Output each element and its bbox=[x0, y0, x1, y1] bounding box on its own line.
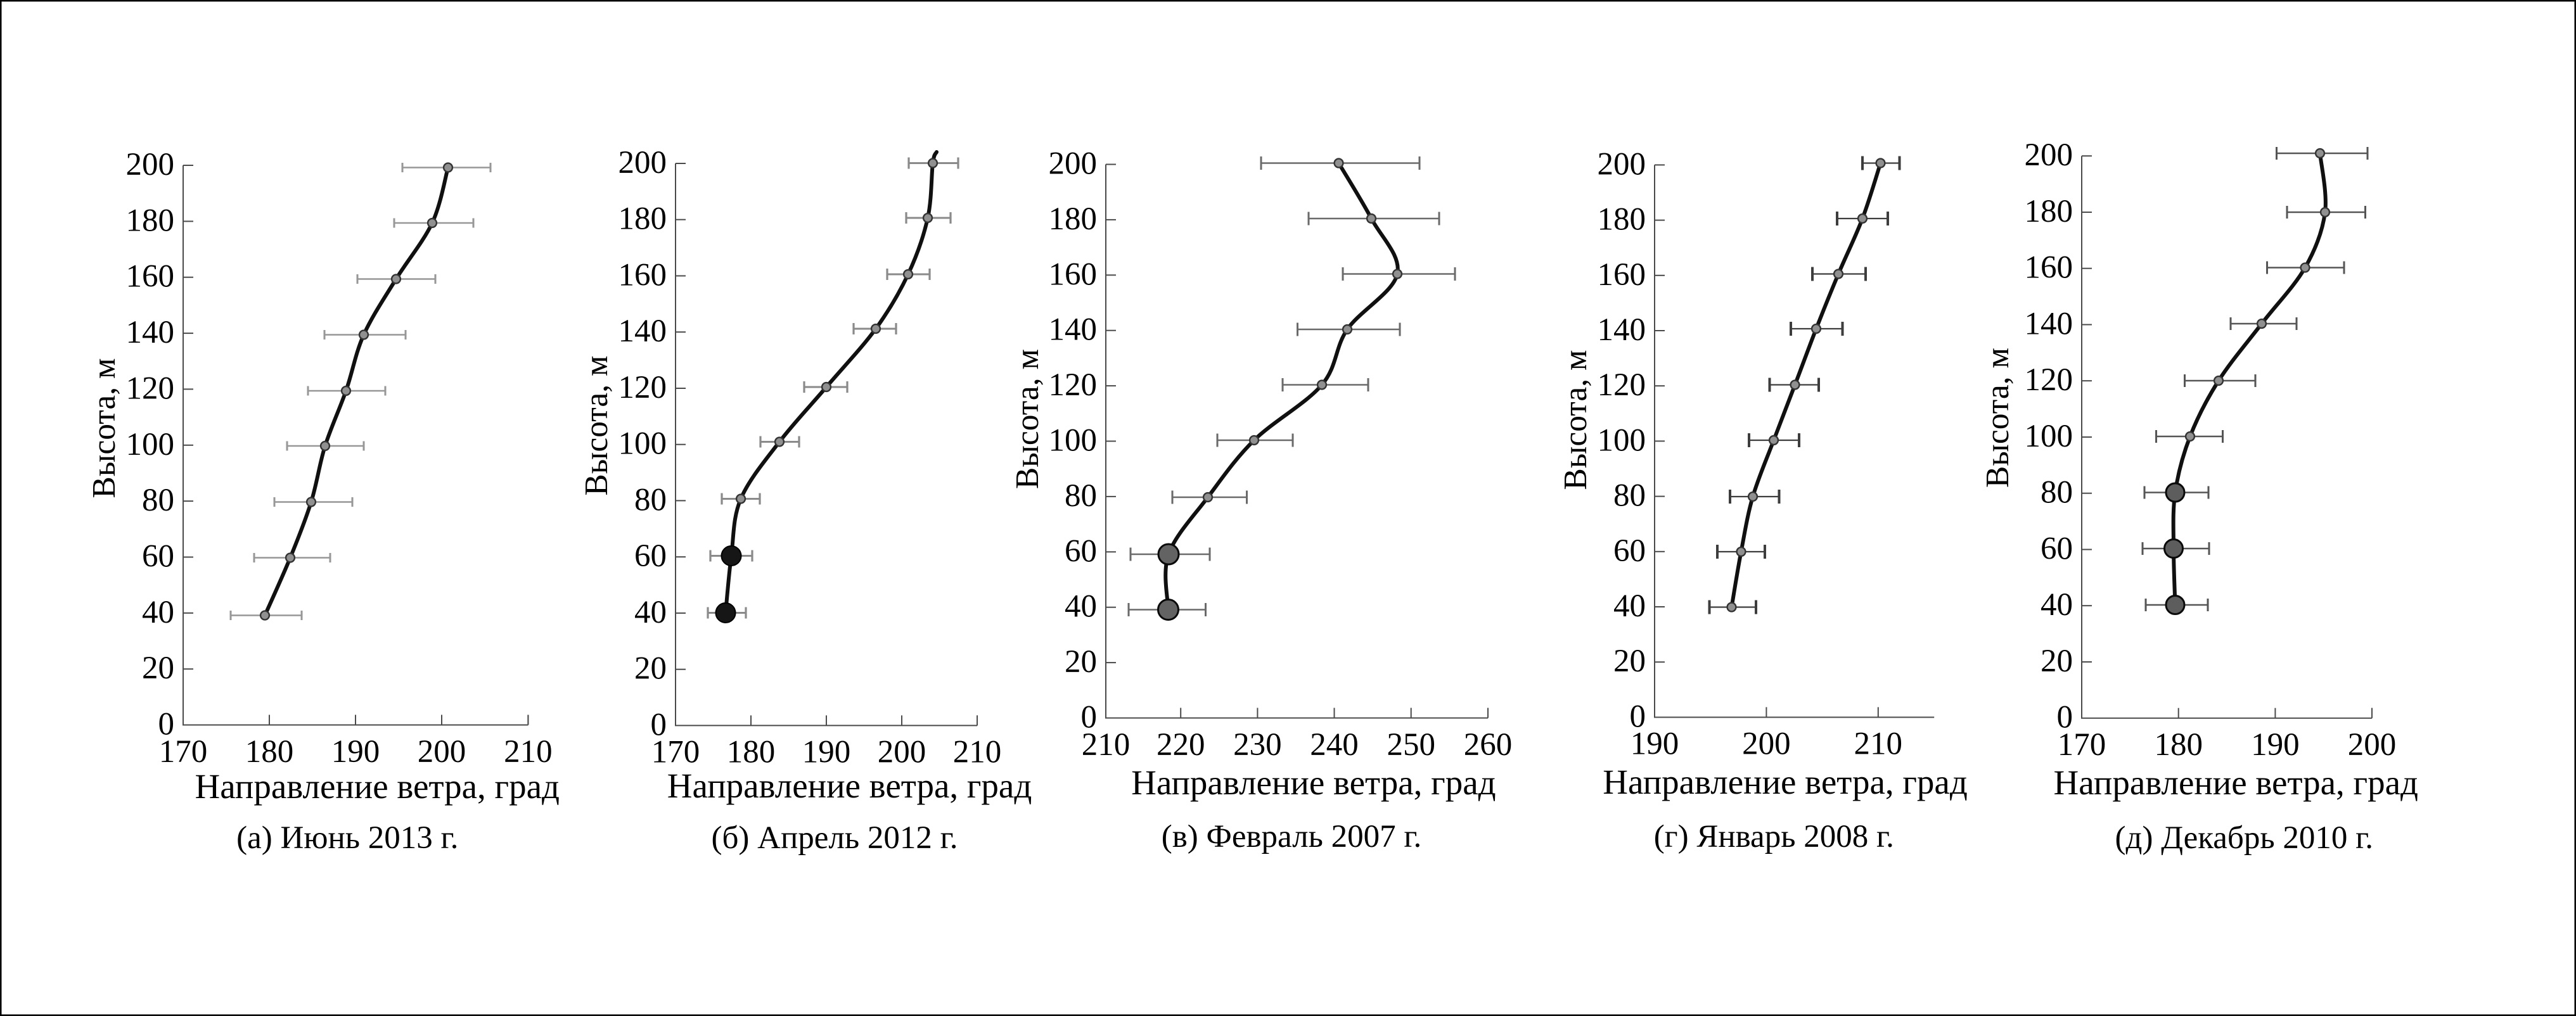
svg-text:100: 100 bbox=[618, 426, 667, 462]
svg-text:190: 190 bbox=[1631, 727, 1679, 762]
svg-text:140: 140 bbox=[618, 314, 667, 349]
svg-text:(г) Январь 2008 г.: (г) Январь 2008 г. bbox=[1654, 819, 1894, 854]
svg-text:250: 250 bbox=[1387, 727, 1435, 763]
svg-text:230: 230 bbox=[1233, 727, 1282, 763]
svg-text:160: 160 bbox=[2025, 250, 2073, 286]
svg-text:40: 40 bbox=[1613, 588, 1646, 624]
svg-text:180: 180 bbox=[727, 735, 776, 770]
svg-text:160: 160 bbox=[126, 259, 175, 295]
svg-text:Направление ветра, град: Направление ветра, град bbox=[195, 767, 560, 806]
svg-text:200: 200 bbox=[2025, 137, 2073, 173]
svg-text:Высота, м: Высота, м bbox=[1009, 349, 1046, 489]
svg-text:120: 120 bbox=[1049, 367, 1098, 403]
svg-text:240: 240 bbox=[1310, 727, 1359, 763]
svg-text:20: 20 bbox=[142, 651, 174, 686]
svg-text:60: 60 bbox=[142, 539, 174, 575]
svg-text:120: 120 bbox=[2025, 362, 2073, 398]
svg-text:0: 0 bbox=[1630, 699, 1646, 734]
svg-text:20: 20 bbox=[1613, 644, 1646, 679]
svg-text:180: 180 bbox=[2154, 727, 2203, 763]
svg-text:80: 80 bbox=[634, 482, 667, 518]
svg-text:40: 40 bbox=[634, 595, 667, 630]
svg-text:210: 210 bbox=[1854, 727, 1903, 762]
svg-text:0: 0 bbox=[158, 707, 175, 742]
svg-text:0: 0 bbox=[2057, 700, 2073, 735]
svg-text:200: 200 bbox=[1049, 146, 1098, 182]
svg-text:170: 170 bbox=[2058, 727, 2106, 763]
svg-text:170: 170 bbox=[651, 735, 700, 770]
svg-text:20: 20 bbox=[2041, 644, 2073, 679]
svg-text:140: 140 bbox=[2025, 307, 2073, 342]
svg-text:60: 60 bbox=[1065, 533, 1097, 569]
svg-text:200: 200 bbox=[618, 145, 667, 181]
svg-text:(в) Февраль 2007 г.: (в) Февраль 2007 г. bbox=[1162, 819, 1422, 854]
svg-text:100: 100 bbox=[126, 427, 175, 462]
svg-text:200: 200 bbox=[1742, 727, 1791, 762]
svg-text:Направление ветра, град: Направление ветра, град bbox=[1603, 763, 1968, 801]
svg-text:40: 40 bbox=[2041, 587, 2073, 623]
svg-text:120: 120 bbox=[126, 371, 175, 406]
svg-text:Направление ветра, град: Направление ветра, град bbox=[2054, 763, 2419, 802]
svg-text:220: 220 bbox=[1157, 727, 1205, 763]
svg-text:170: 170 bbox=[159, 734, 208, 770]
svg-text:80: 80 bbox=[142, 483, 174, 518]
svg-text:200: 200 bbox=[1598, 146, 1646, 182]
svg-text:100: 100 bbox=[2025, 419, 2073, 454]
svg-text:(б) Апрель 2012 г.: (б) Апрель 2012 г. bbox=[711, 820, 958, 856]
svg-text:210: 210 bbox=[953, 735, 1002, 770]
svg-text:60: 60 bbox=[2041, 531, 2073, 567]
svg-text:160: 160 bbox=[1598, 257, 1646, 293]
svg-text:180: 180 bbox=[245, 734, 294, 770]
svg-text:180: 180 bbox=[1598, 202, 1646, 238]
svg-text:120: 120 bbox=[618, 370, 667, 405]
svg-text:80: 80 bbox=[1065, 478, 1097, 514]
svg-text:20: 20 bbox=[634, 651, 667, 687]
svg-text:60: 60 bbox=[1613, 533, 1646, 569]
svg-text:160: 160 bbox=[1049, 257, 1098, 292]
svg-text:(д) Декабрь 2010 г.: (д) Декабрь 2010 г. bbox=[2115, 820, 2373, 856]
svg-text:210: 210 bbox=[1082, 727, 1131, 763]
svg-text:160: 160 bbox=[618, 258, 667, 293]
svg-text:140: 140 bbox=[126, 315, 175, 350]
svg-text:40: 40 bbox=[142, 595, 174, 630]
svg-text:260: 260 bbox=[1464, 727, 1513, 763]
svg-text:Направление ветра, град: Направление ветра, град bbox=[1131, 763, 1496, 802]
svg-text:20: 20 bbox=[1065, 644, 1097, 680]
svg-text:100: 100 bbox=[1049, 423, 1098, 459]
svg-text:200: 200 bbox=[878, 735, 926, 770]
svg-text:60: 60 bbox=[634, 538, 667, 574]
svg-text:180: 180 bbox=[2025, 194, 2073, 229]
svg-text:Высота, м: Высота, м bbox=[86, 358, 122, 498]
svg-text:80: 80 bbox=[1613, 478, 1646, 514]
svg-text:180: 180 bbox=[618, 201, 667, 237]
svg-text:(а) Июнь 2013 г.: (а) Июнь 2013 г. bbox=[236, 820, 458, 856]
svg-text:Направление ветра, град: Направление ветра, град bbox=[667, 766, 1032, 805]
svg-text:180: 180 bbox=[1049, 201, 1098, 237]
svg-text:190: 190 bbox=[802, 735, 851, 770]
svg-text:0: 0 bbox=[1081, 700, 1098, 735]
svg-text:200: 200 bbox=[418, 734, 466, 770]
svg-text:0: 0 bbox=[651, 707, 667, 742]
svg-text:210: 210 bbox=[504, 734, 553, 770]
svg-text:190: 190 bbox=[2251, 727, 2300, 763]
svg-text:100: 100 bbox=[1598, 422, 1646, 458]
svg-text:190: 190 bbox=[331, 734, 380, 770]
svg-text:80: 80 bbox=[2041, 475, 2073, 511]
svg-text:140: 140 bbox=[1049, 312, 1098, 348]
svg-text:40: 40 bbox=[1065, 589, 1097, 625]
svg-text:200: 200 bbox=[2348, 727, 2397, 763]
svg-text:Высота, м: Высота, м bbox=[579, 355, 615, 495]
svg-text:Высота, м: Высота, м bbox=[1558, 350, 1594, 490]
svg-text:180: 180 bbox=[126, 203, 175, 238]
svg-text:200: 200 bbox=[126, 147, 175, 182]
svg-text:Высота, м: Высота, м bbox=[1980, 348, 2016, 488]
svg-text:120: 120 bbox=[1598, 367, 1646, 403]
svg-text:140: 140 bbox=[1598, 312, 1646, 348]
